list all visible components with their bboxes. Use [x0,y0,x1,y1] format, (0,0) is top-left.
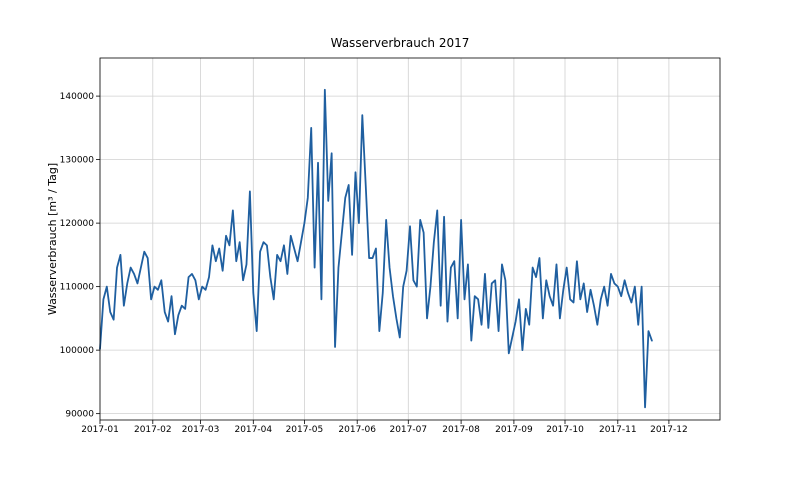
y-tick-label: 130000 [60,156,95,166]
series-line [99,88,653,409]
x-tick-label: 2017-12 [650,425,688,435]
x-tick-label: 2017-06 [338,425,376,435]
x-axis: 2017-01 2017-02 2017-03 2017-04 2017-05 2017-… [81,420,688,435]
y-tick-label: 120000 [60,219,95,229]
chart-title: Wasserverbrauch 2017 [331,36,470,50]
x-tick-label: 2017-02 [134,425,172,435]
y-axis-label: Wasserverbrauch [m³ / Tag] [46,163,59,315]
y-tick-label: 100000 [60,346,95,356]
plot-frame [99,57,721,421]
y-tick-label: 90000 [65,410,94,420]
x-tick-label: 2017-09 [495,425,533,435]
y-tick-label: 140000 [60,92,95,102]
series-layer [99,88,653,409]
grid [99,58,720,420]
y-axis: 90000 100000 110000 120000 130000 140000 [60,92,100,420]
x-tick-label: 2017-03 [182,425,220,435]
x-tick-label: 2017-07 [389,425,427,435]
x-tick-label: 2017-11 [599,425,637,435]
x-tick-label: 2017-04 [234,425,272,435]
x-tick-label: 2017-08 [442,425,480,435]
x-tick-label: 2017-01 [81,425,119,435]
x-tick-label: 2017-10 [546,425,584,435]
x-tick-label: 2017-05 [286,425,324,435]
y-tick-label: 110000 [60,283,95,293]
